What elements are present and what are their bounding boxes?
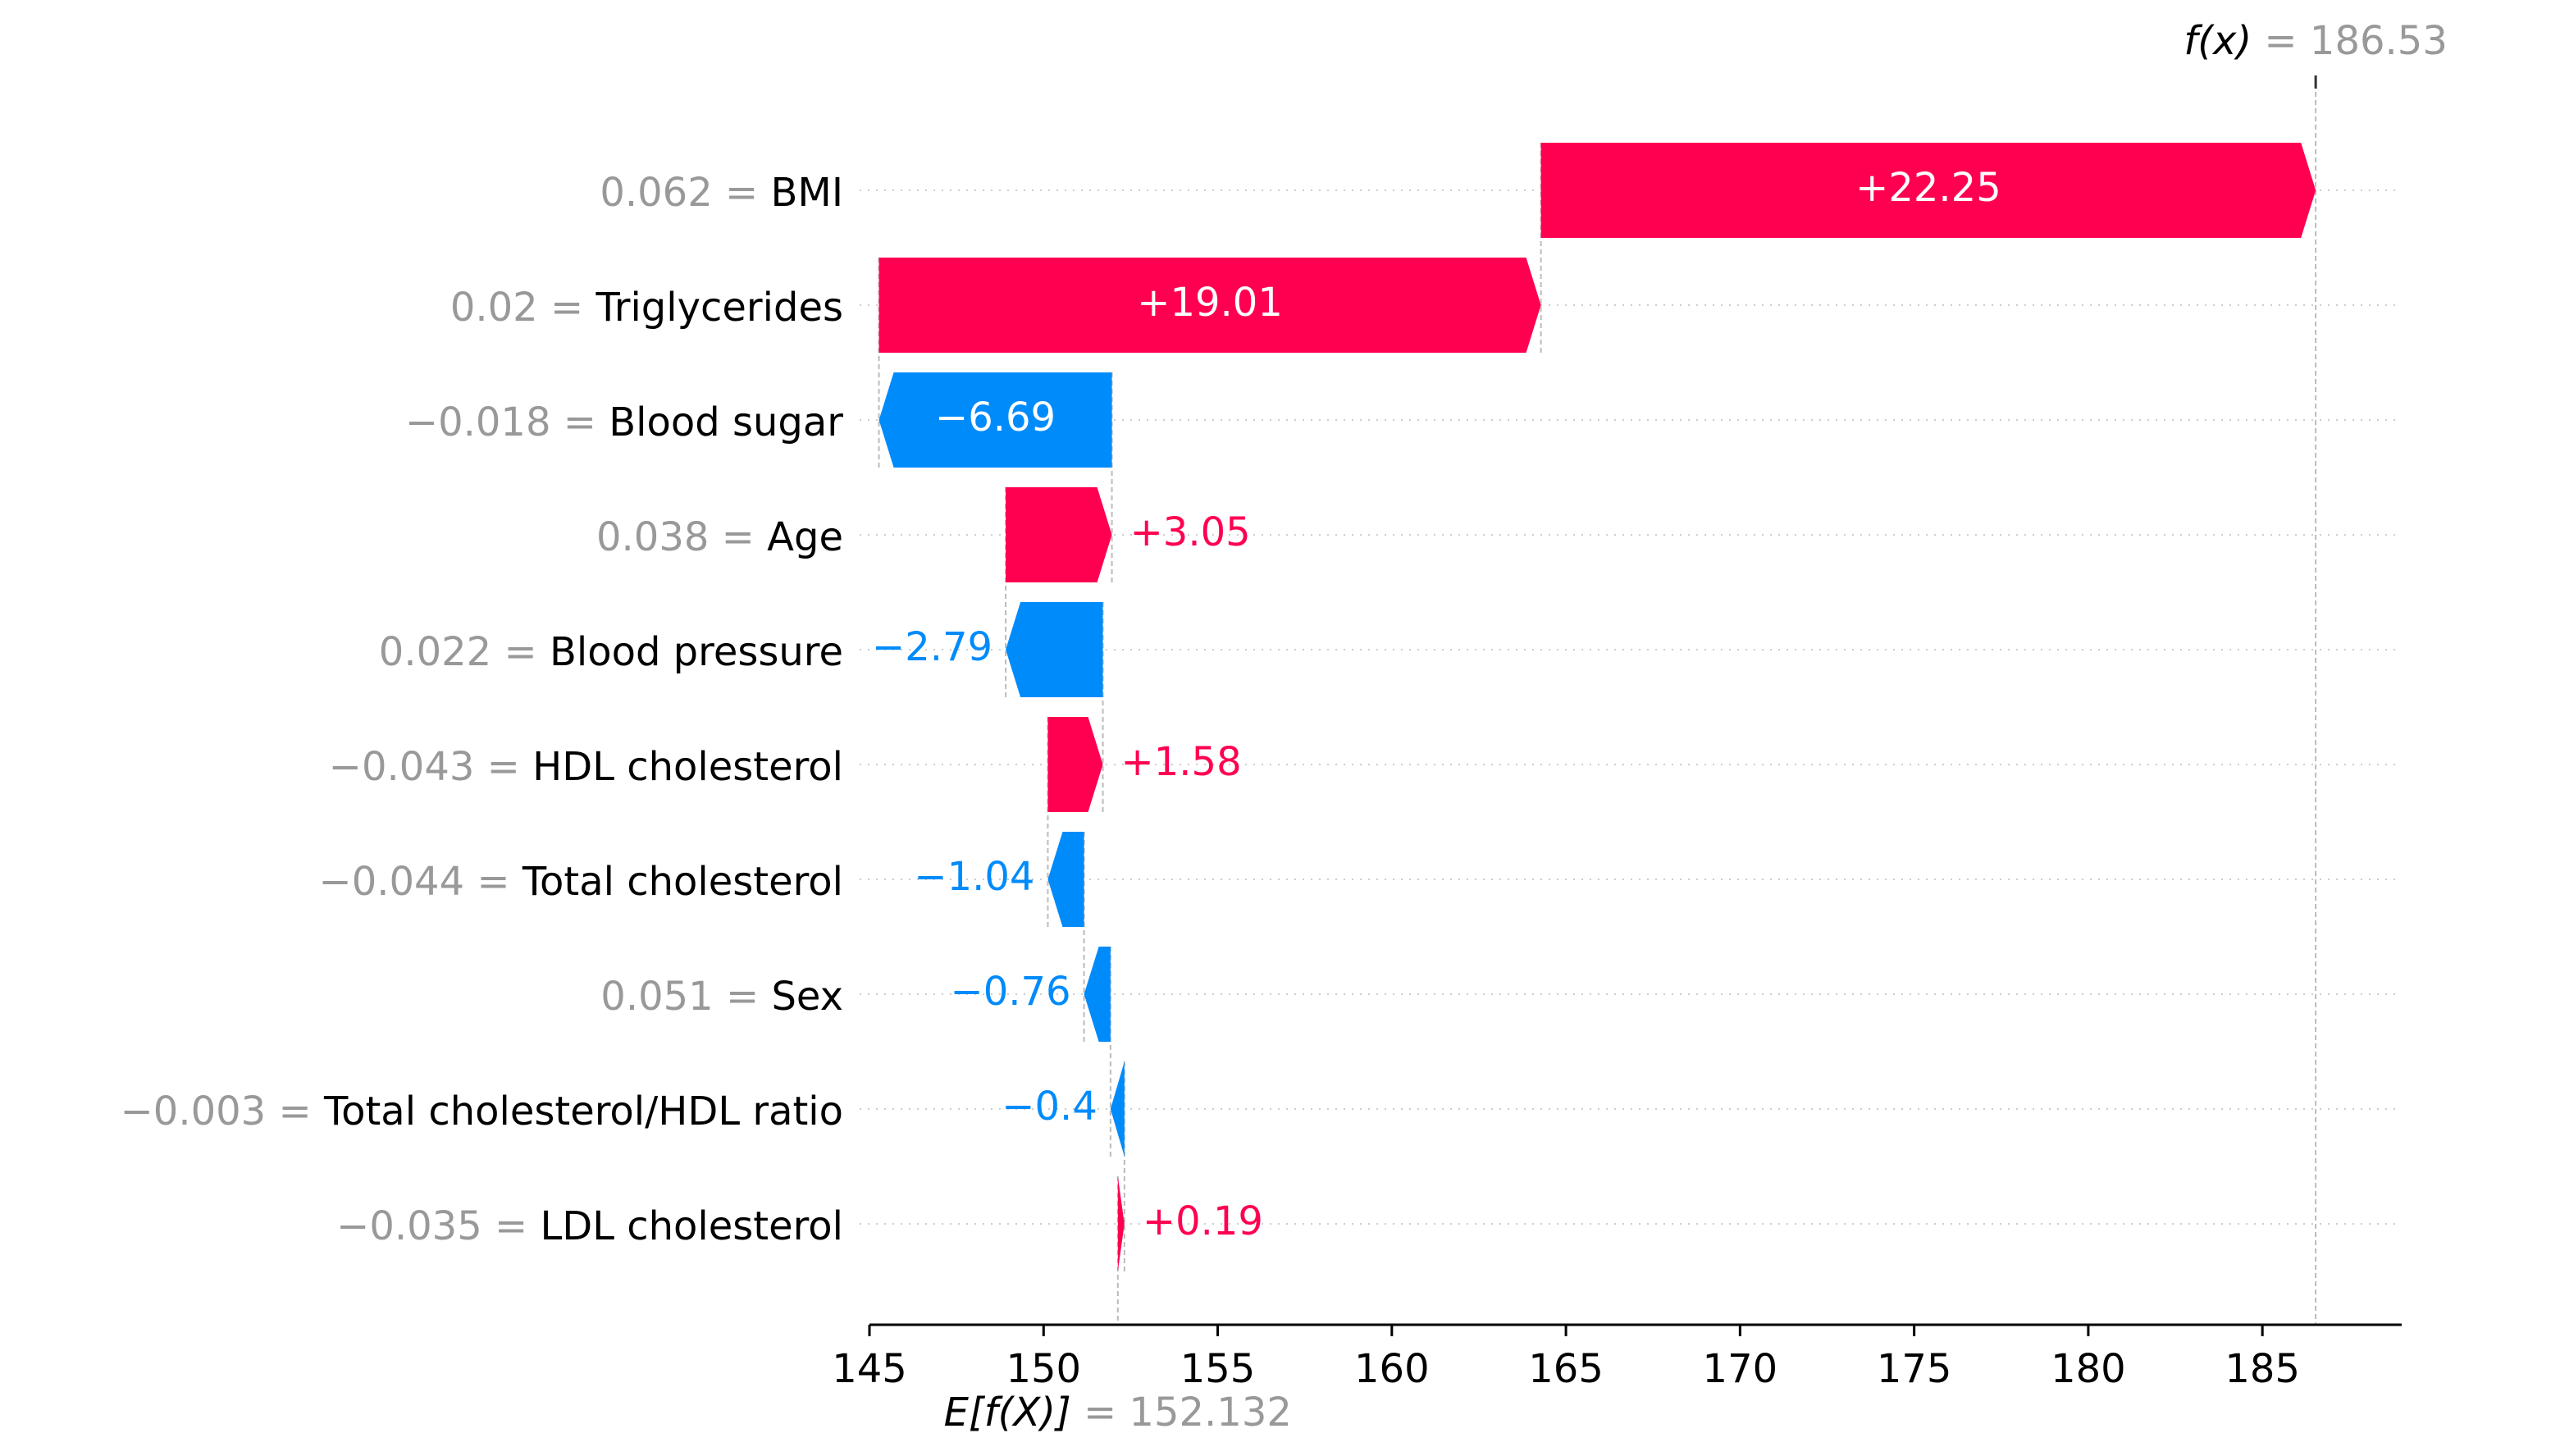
x-tick-label: 150: [1006, 1346, 1081, 1392]
contribution-label: +19.01: [1137, 280, 1283, 326]
x-tick-label: 145: [832, 1346, 907, 1392]
x-tick-label: 170: [1703, 1346, 1778, 1392]
contribution-label: +3.05: [1130, 509, 1251, 555]
base-value-number: = 152.132: [1084, 1390, 1292, 1435]
feature-value: −0.043 =: [329, 744, 532, 790]
bar-bmi: [1540, 143, 2316, 238]
x-tick-label: 180: [2051, 1346, 2126, 1392]
output-value-expr: f(x): [2184, 18, 2264, 64]
feature-name: Total cholesterol: [522, 859, 843, 905]
feature-label: −0.003 = Total cholesterol/HDL ratio: [121, 1089, 843, 1134]
feature-label: 0.022 = Blood pressure: [379, 629, 843, 675]
contribution-label: −2.79: [872, 624, 993, 670]
feature-label: 0.051 = Sex: [600, 974, 843, 1020]
feature-labels: 0.062 = BMI 0.02 = Triglycerides −0.018 = …: [121, 170, 844, 1249]
bar-hdl-cholesterol: [1047, 717, 1103, 812]
feature-label: −0.018 = Blood sugar: [405, 399, 843, 445]
x-tick-label: 155: [1180, 1346, 1256, 1392]
x-tick-label: 165: [1528, 1346, 1604, 1392]
feature-value: −0.044 =: [318, 859, 522, 905]
contribution-label: +22.25: [1855, 165, 2001, 211]
feature-name: Sex: [771, 974, 843, 1020]
feature-label: −0.043 = HDL cholesterol: [329, 744, 843, 790]
x-tick-label: 160: [1354, 1346, 1430, 1392]
contribution-label: +1.58: [1121, 739, 1242, 785]
feature-label: 0.02 = Triglycerides: [450, 285, 843, 331]
base-value-label: E[f(X)] = 152.132: [944, 1390, 1292, 1435]
feature-label: −0.035 = LDL cholesterol: [336, 1203, 843, 1249]
feature-value: 0.02 =: [450, 285, 596, 331]
feature-value: 0.051 =: [600, 974, 771, 1020]
contribution-label: −1.04: [914, 854, 1034, 900]
feature-name: Blood sugar: [609, 399, 843, 445]
bar-total-cholesterol: [1047, 832, 1084, 927]
x-tick-label: 175: [1877, 1346, 1952, 1392]
feature-name: HDL cholesterol: [532, 744, 843, 790]
bar-total-cholesterol-hdl-ratio: [1110, 1061, 1125, 1157]
feature-value: 0.022 =: [379, 629, 550, 675]
bar-blood-pressure: [1006, 602, 1103, 697]
bar-blood-sugar: [878, 372, 1112, 468]
bars: [878, 143, 2316, 1271]
feature-label: 0.062 = BMI: [600, 170, 843, 216]
bar-age: [1006, 487, 1112, 582]
output-value-label: f(x) = 186.53: [2184, 18, 2447, 64]
bar-ldl-cholesterol: [1117, 1176, 1125, 1271]
bar-sex: [1084, 947, 1111, 1042]
feature-value: 0.038 =: [596, 514, 767, 560]
contribution-label: +0.19: [1143, 1198, 1263, 1244]
feature-label: −0.044 = Total cholesterol: [318, 859, 843, 905]
feature-name: Total cholesterol/HDL ratio: [323, 1089, 843, 1134]
feature-value: −0.003 =: [121, 1089, 324, 1134]
feature-name: Blood pressure: [550, 629, 843, 675]
base-value-expr: E[f(X)]: [944, 1390, 1084, 1435]
x-tick-label: 185: [2225, 1346, 2300, 1392]
feature-name: Age: [767, 514, 843, 560]
feature-value: −0.035 =: [336, 1203, 540, 1249]
contribution-labels: +22.25 +19.01 −6.69 +3.05 −2.79 +1.58 −1.04 −0.…: [872, 165, 2001, 1244]
feature-name: BMI: [771, 170, 844, 216]
feature-name: LDL cholesterol: [541, 1203, 844, 1249]
feature-label: 0.038 = Age: [596, 514, 843, 560]
contribution-label: −6.69: [935, 395, 1056, 440]
contribution-label: −0.76: [951, 969, 1071, 1015]
feature-value: 0.062 =: [600, 170, 770, 216]
contribution-label: −0.4: [1002, 1084, 1097, 1130]
output-value-number: = 186.53: [2264, 18, 2447, 64]
x-axis: 145 150 155 160 165 170 175 180 185: [832, 1323, 2402, 1392]
bar-triglycerides: [878, 258, 1541, 353]
feature-name: Triglycerides: [595, 285, 843, 331]
feature-value: −0.018 =: [405, 399, 609, 445]
